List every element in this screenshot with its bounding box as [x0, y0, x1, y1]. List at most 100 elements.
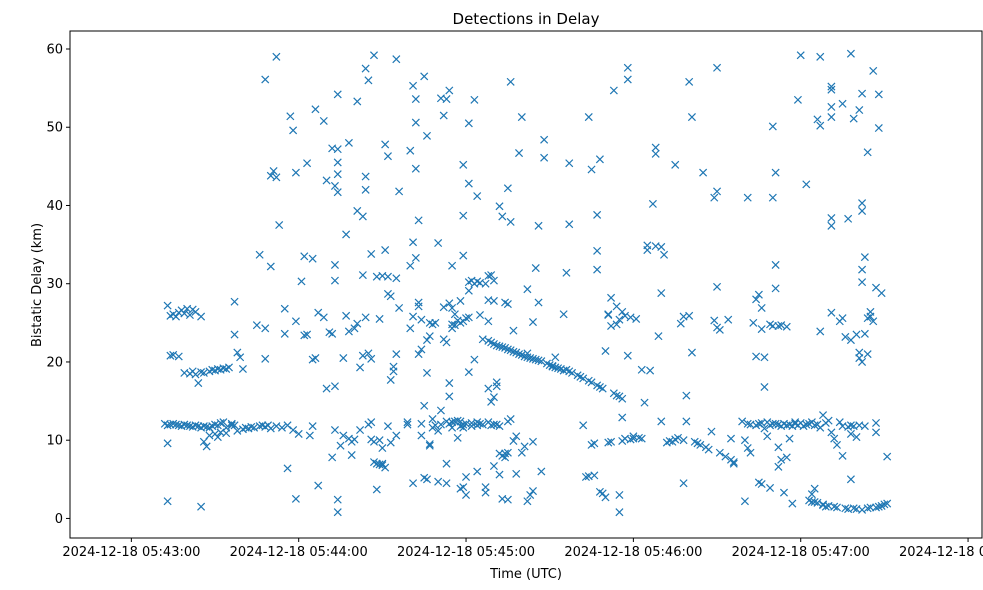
- detection-point: [810, 484, 819, 493]
- detection-point: [392, 274, 401, 283]
- plot-area-frame: [69, 30, 983, 539]
- detection-point: [581, 472, 590, 481]
- detection-point: [202, 442, 211, 451]
- detection-point: [710, 193, 719, 202]
- detection-point: [434, 426, 443, 435]
- detection-point: [428, 415, 437, 424]
- detection-point: [252, 321, 261, 330]
- detection-point: [604, 438, 613, 447]
- detection-point: [534, 298, 543, 307]
- detection-point: [841, 332, 850, 341]
- detection-point: [827, 82, 836, 91]
- detection-point: [874, 90, 883, 99]
- detection-point: [230, 421, 239, 430]
- detection-point: [760, 424, 769, 433]
- detection-point: [222, 429, 231, 438]
- detection-point: [297, 277, 306, 286]
- detection-point: [163, 301, 172, 310]
- detection-point: [676, 319, 685, 328]
- detection-point: [425, 441, 434, 450]
- detection-point: [197, 368, 206, 377]
- detection-point: [378, 443, 387, 453]
- detection-point: [593, 210, 602, 219]
- detection-point: [726, 434, 736, 443]
- detection-point: [682, 417, 691, 426]
- detection-point: [846, 421, 855, 430]
- detection-point: [303, 330, 312, 339]
- detection-point: [414, 298, 423, 307]
- detection-point: [311, 354, 320, 363]
- detection-point: [442, 479, 451, 488]
- detection-point: [392, 55, 401, 64]
- detection-point: [411, 118, 420, 127]
- detection-point: [869, 317, 878, 326]
- detection-point: [503, 300, 512, 309]
- detection-point: [858, 278, 867, 287]
- detection-point: [623, 63, 632, 72]
- detection-point: [308, 422, 317, 431]
- detection-point: [392, 431, 401, 440]
- detection-point: [224, 363, 233, 372]
- detection-point: [827, 113, 836, 122]
- detection-point: [353, 97, 362, 106]
- y-tick-label: 30: [46, 277, 63, 292]
- detection-point: [506, 217, 515, 226]
- detection-point: [752, 352, 761, 361]
- detection-point: [283, 464, 292, 473]
- detection-point: [740, 497, 749, 506]
- detection-point: [757, 303, 766, 312]
- detection-point: [860, 329, 869, 338]
- detection-point: [509, 436, 518, 446]
- detection-point: [280, 304, 289, 313]
- detection-point: [367, 354, 376, 363]
- detection-point: [671, 160, 680, 169]
- detection-point: [590, 439, 599, 448]
- detection-point: [409, 238, 418, 247]
- detection-point: [579, 374, 588, 383]
- detection-point: [230, 297, 239, 306]
- detection-point: [191, 307, 200, 316]
- detection-point: [774, 443, 783, 452]
- x-axis: 2024-12-18 05:43:00 2024-12-18 05:44:00 20…: [62, 538, 983, 560]
- detection-point: [361, 185, 370, 194]
- detection-point: [601, 346, 610, 356]
- detection-point: [534, 221, 543, 230]
- detection-point: [266, 262, 275, 271]
- detection-point: [749, 318, 758, 327]
- detection-point: [417, 419, 426, 428]
- detection-point: [587, 378, 596, 387]
- detection-point: [275, 221, 284, 230]
- detection-point: [333, 90, 342, 99]
- detection-point: [272, 52, 281, 61]
- detection-point: [333, 145, 342, 154]
- detection-point: [464, 368, 473, 377]
- detection-point: [802, 180, 811, 189]
- detection-point: [846, 475, 855, 484]
- detection-point: [760, 382, 769, 392]
- detection-point: [445, 379, 454, 388]
- detection-point: [515, 149, 524, 158]
- detection-point: [361, 172, 370, 181]
- x-tick-label: 2024-12-18 05:46:00: [564, 545, 702, 560]
- detection-point: [766, 483, 775, 492]
- detection-point: [333, 158, 342, 167]
- detection-point: [595, 155, 604, 164]
- detection-point: [375, 314, 384, 323]
- detection-point: [294, 429, 303, 438]
- detection-point: [528, 318, 537, 327]
- detection-point: [422, 336, 432, 345]
- detection-point: [771, 168, 780, 177]
- detection-point: [724, 315, 733, 324]
- detection-point: [330, 382, 339, 391]
- detection-point: [506, 415, 515, 424]
- detection-point: [623, 75, 632, 84]
- detection-point: [247, 422, 256, 431]
- detection-point: [824, 416, 833, 425]
- detection-point: [425, 332, 434, 341]
- detection-point: [414, 216, 423, 225]
- detection-point: [369, 51, 379, 60]
- detection-point: [779, 488, 789, 497]
- detection-point: [832, 503, 841, 512]
- detection-point: [439, 303, 448, 312]
- detection-point: [464, 119, 473, 128]
